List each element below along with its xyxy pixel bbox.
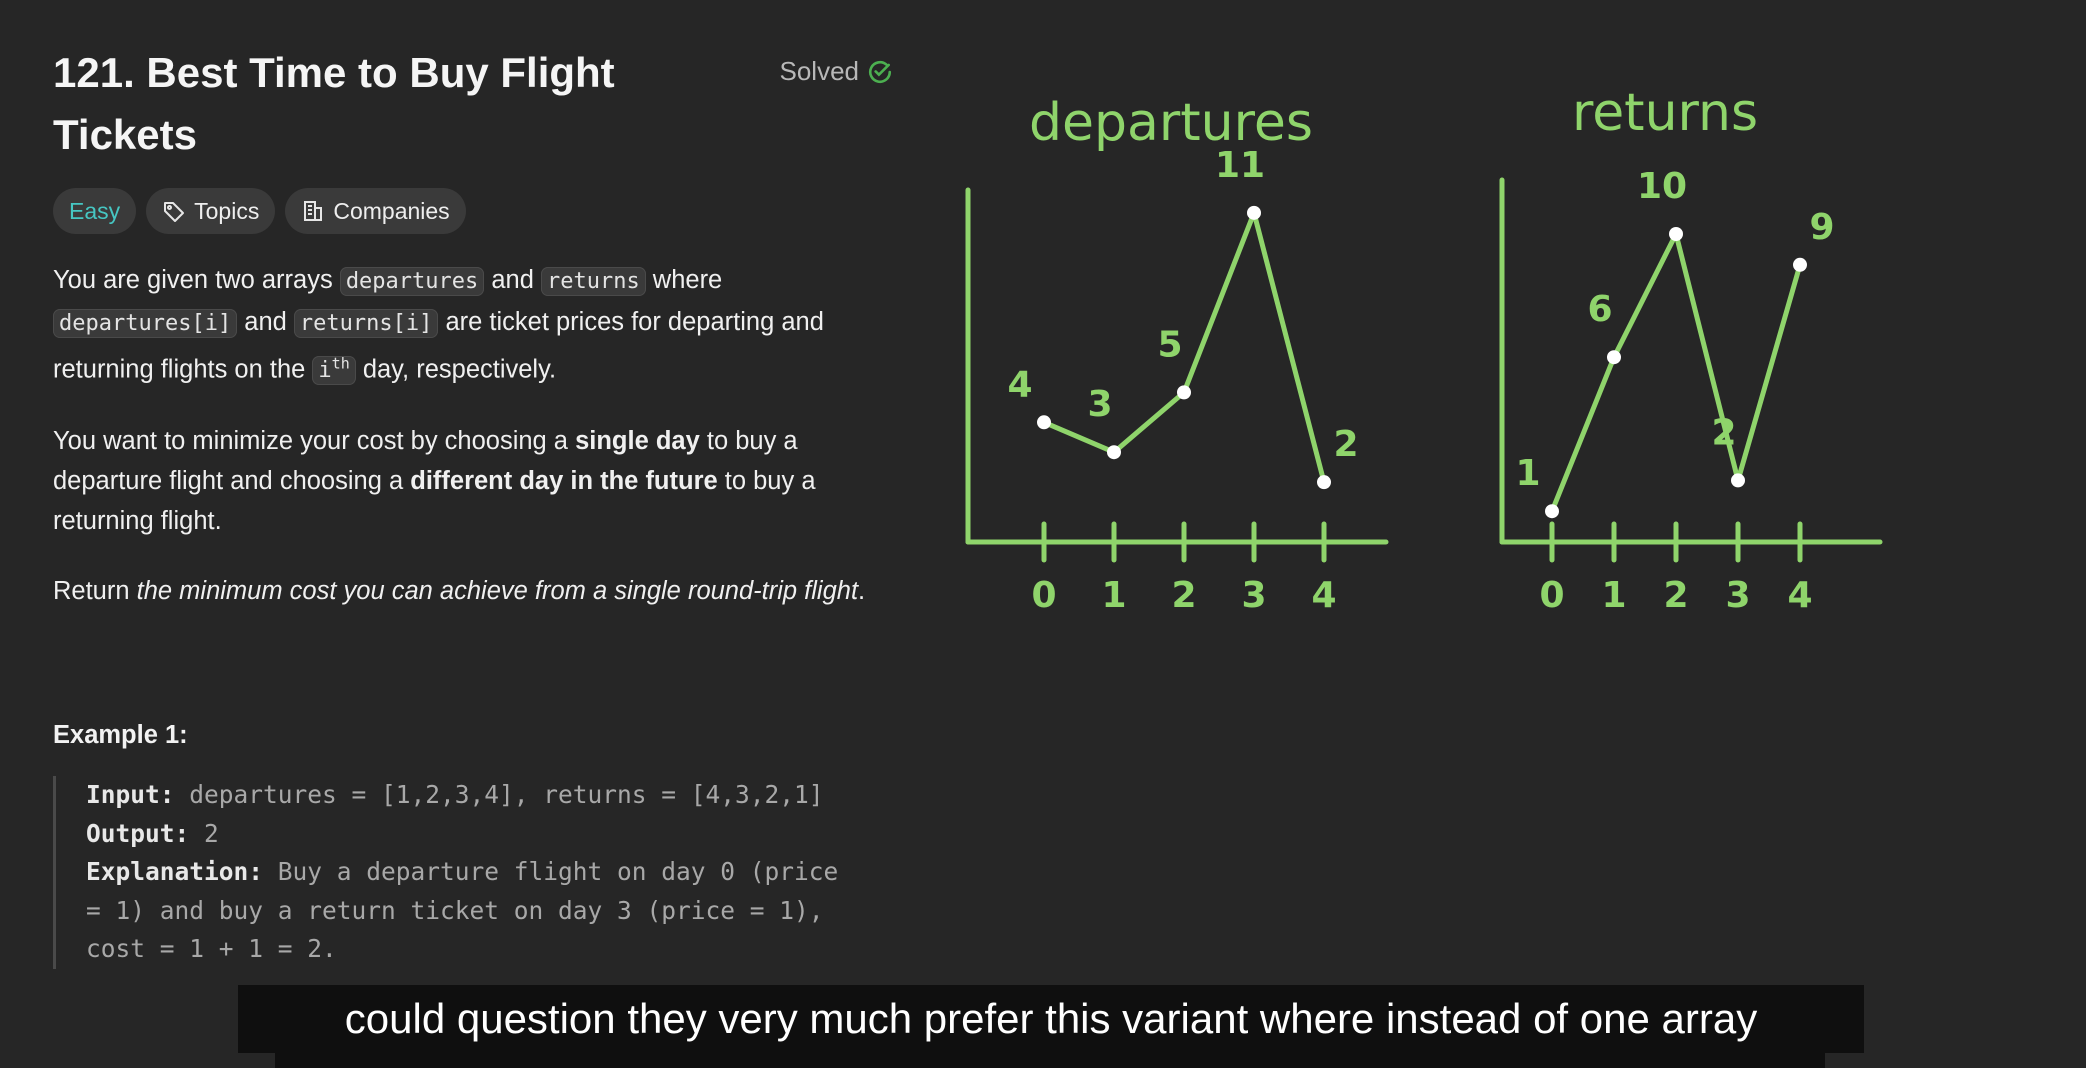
chart-title: departures [1029, 93, 1313, 153]
inline-code: returns[i] [293, 309, 439, 338]
example-title: Example 1: [53, 721, 188, 750]
x-tick-label: 2 [1171, 575, 1196, 616]
text: You want to minimize your cost by choosi… [53, 427, 576, 456]
x-tick-label: 4 [1787, 575, 1812, 616]
series-line [1041, 210, 1327, 485]
bold-text: different day in the future [410, 467, 718, 496]
input-value: departures = [1,2,3,4], returns = [4,3,2… [189, 780, 824, 810]
data-point [1545, 504, 1559, 519]
inline-code: departures [339, 267, 485, 296]
video-subtitle: could question they very much prefer thi… [238, 985, 1864, 1053]
data-label: 2 [1333, 424, 1358, 465]
x-tick-label: 3 [1725, 575, 1750, 616]
data-point [1037, 415, 1051, 430]
check-circle-icon [868, 60, 892, 83]
data-label: 4 [1007, 364, 1032, 405]
data-label: 1 [1515, 453, 1540, 494]
inline-code: departures[i] [53, 309, 238, 338]
tag-row: Easy Topics Companies [53, 188, 893, 234]
x-tick-label: 1 [1101, 575, 1126, 616]
x-tick-label: 0 [1031, 575, 1056, 616]
bold-text: single day [575, 427, 700, 456]
text: and [484, 266, 541, 294]
data-label: 9 [1809, 207, 1834, 248]
text: Return [53, 577, 137, 606]
inline-code: ith [312, 355, 356, 386]
subtitle-text: could question they very much prefer thi… [344, 995, 1758, 1042]
data-point [1731, 473, 1745, 488]
data-label: 5 [1157, 324, 1182, 365]
video-subtitle-second-line [275, 1053, 1825, 1068]
building-icon [304, 201, 323, 221]
problem-description: You are given two arrays departures and … [53, 260, 893, 611]
text: day, respectively. [355, 355, 557, 384]
data-point [1793, 257, 1807, 272]
x-tick-label: 3 [1241, 575, 1266, 616]
x-tick-label: 1 [1601, 575, 1626, 616]
text: . [858, 577, 866, 606]
problem-panel: 121. Best Time to Buy Flight Tickets Sol… [53, 42, 893, 969]
data-point [1669, 227, 1683, 241]
text: to buy a returning flight. [53, 467, 816, 536]
data-label: 3 [1087, 384, 1112, 425]
data-label: 10 [1637, 166, 1687, 207]
chart-title: returns [1572, 90, 1758, 143]
input-label: Input: [86, 780, 175, 810]
data-label: 6 [1587, 289, 1612, 330]
difficulty-label: Easy [69, 197, 121, 224]
output-value: 2 [204, 818, 219, 848]
superscript: th [331, 355, 350, 373]
text: and [237, 308, 294, 336]
data-point [1177, 385, 1191, 400]
text: to buy a departure flight and choosing a [53, 427, 798, 496]
x-tick-label: 2 [1663, 575, 1688, 616]
text: You are given two arrays [53, 266, 340, 294]
explanation-label: Explanation: [86, 857, 264, 887]
tag-icon [164, 202, 185, 222]
data-point [1107, 445, 1121, 460]
topics-label: Topics [194, 197, 260, 224]
data-label: 2 [1711, 412, 1736, 453]
italic-text: the minimum cost you can achieve from a … [136, 577, 859, 606]
title-row: 121. Best Time to Buy Flight Tickets Sol… [53, 42, 893, 166]
problem-title: 121. Best Time to Buy Flight Tickets [53, 49, 615, 158]
difficulty-badge[interactable]: Easy [53, 188, 137, 234]
solved-label: Solved [779, 56, 860, 86]
solved-status: Solved [780, 56, 894, 87]
inline-code: returns [540, 267, 646, 296]
series-line [1549, 231, 1803, 514]
description-paragraph-3: Return the minimum cost you can achieve … [53, 571, 893, 611]
data-point [1317, 475, 1331, 490]
description-paragraph-2: You want to minimize your cost by choosi… [53, 421, 893, 541]
text: where [645, 266, 723, 294]
data-point [1247, 205, 1261, 220]
text: are ticket prices for departing and retu… [53, 308, 824, 384]
text: i [318, 358, 332, 384]
data-label: 11 [1215, 145, 1265, 186]
example-block: Input: departures = [1,2,3,4], returns =… [53, 776, 846, 969]
description-paragraph-1: You are given two arrays departures and … [53, 260, 893, 391]
companies-label: Companies [333, 197, 450, 224]
data-point [1607, 350, 1621, 365]
output-label: Output: [86, 818, 190, 848]
x-tick-label: 0 [1539, 575, 1564, 616]
explanation-value: Buy a departure flight on day 0 (price =… [86, 857, 839, 964]
topics-button[interactable]: Topics [146, 188, 276, 234]
companies-button[interactable]: Companies [285, 188, 466, 234]
x-tick-label: 4 [1311, 575, 1336, 616]
